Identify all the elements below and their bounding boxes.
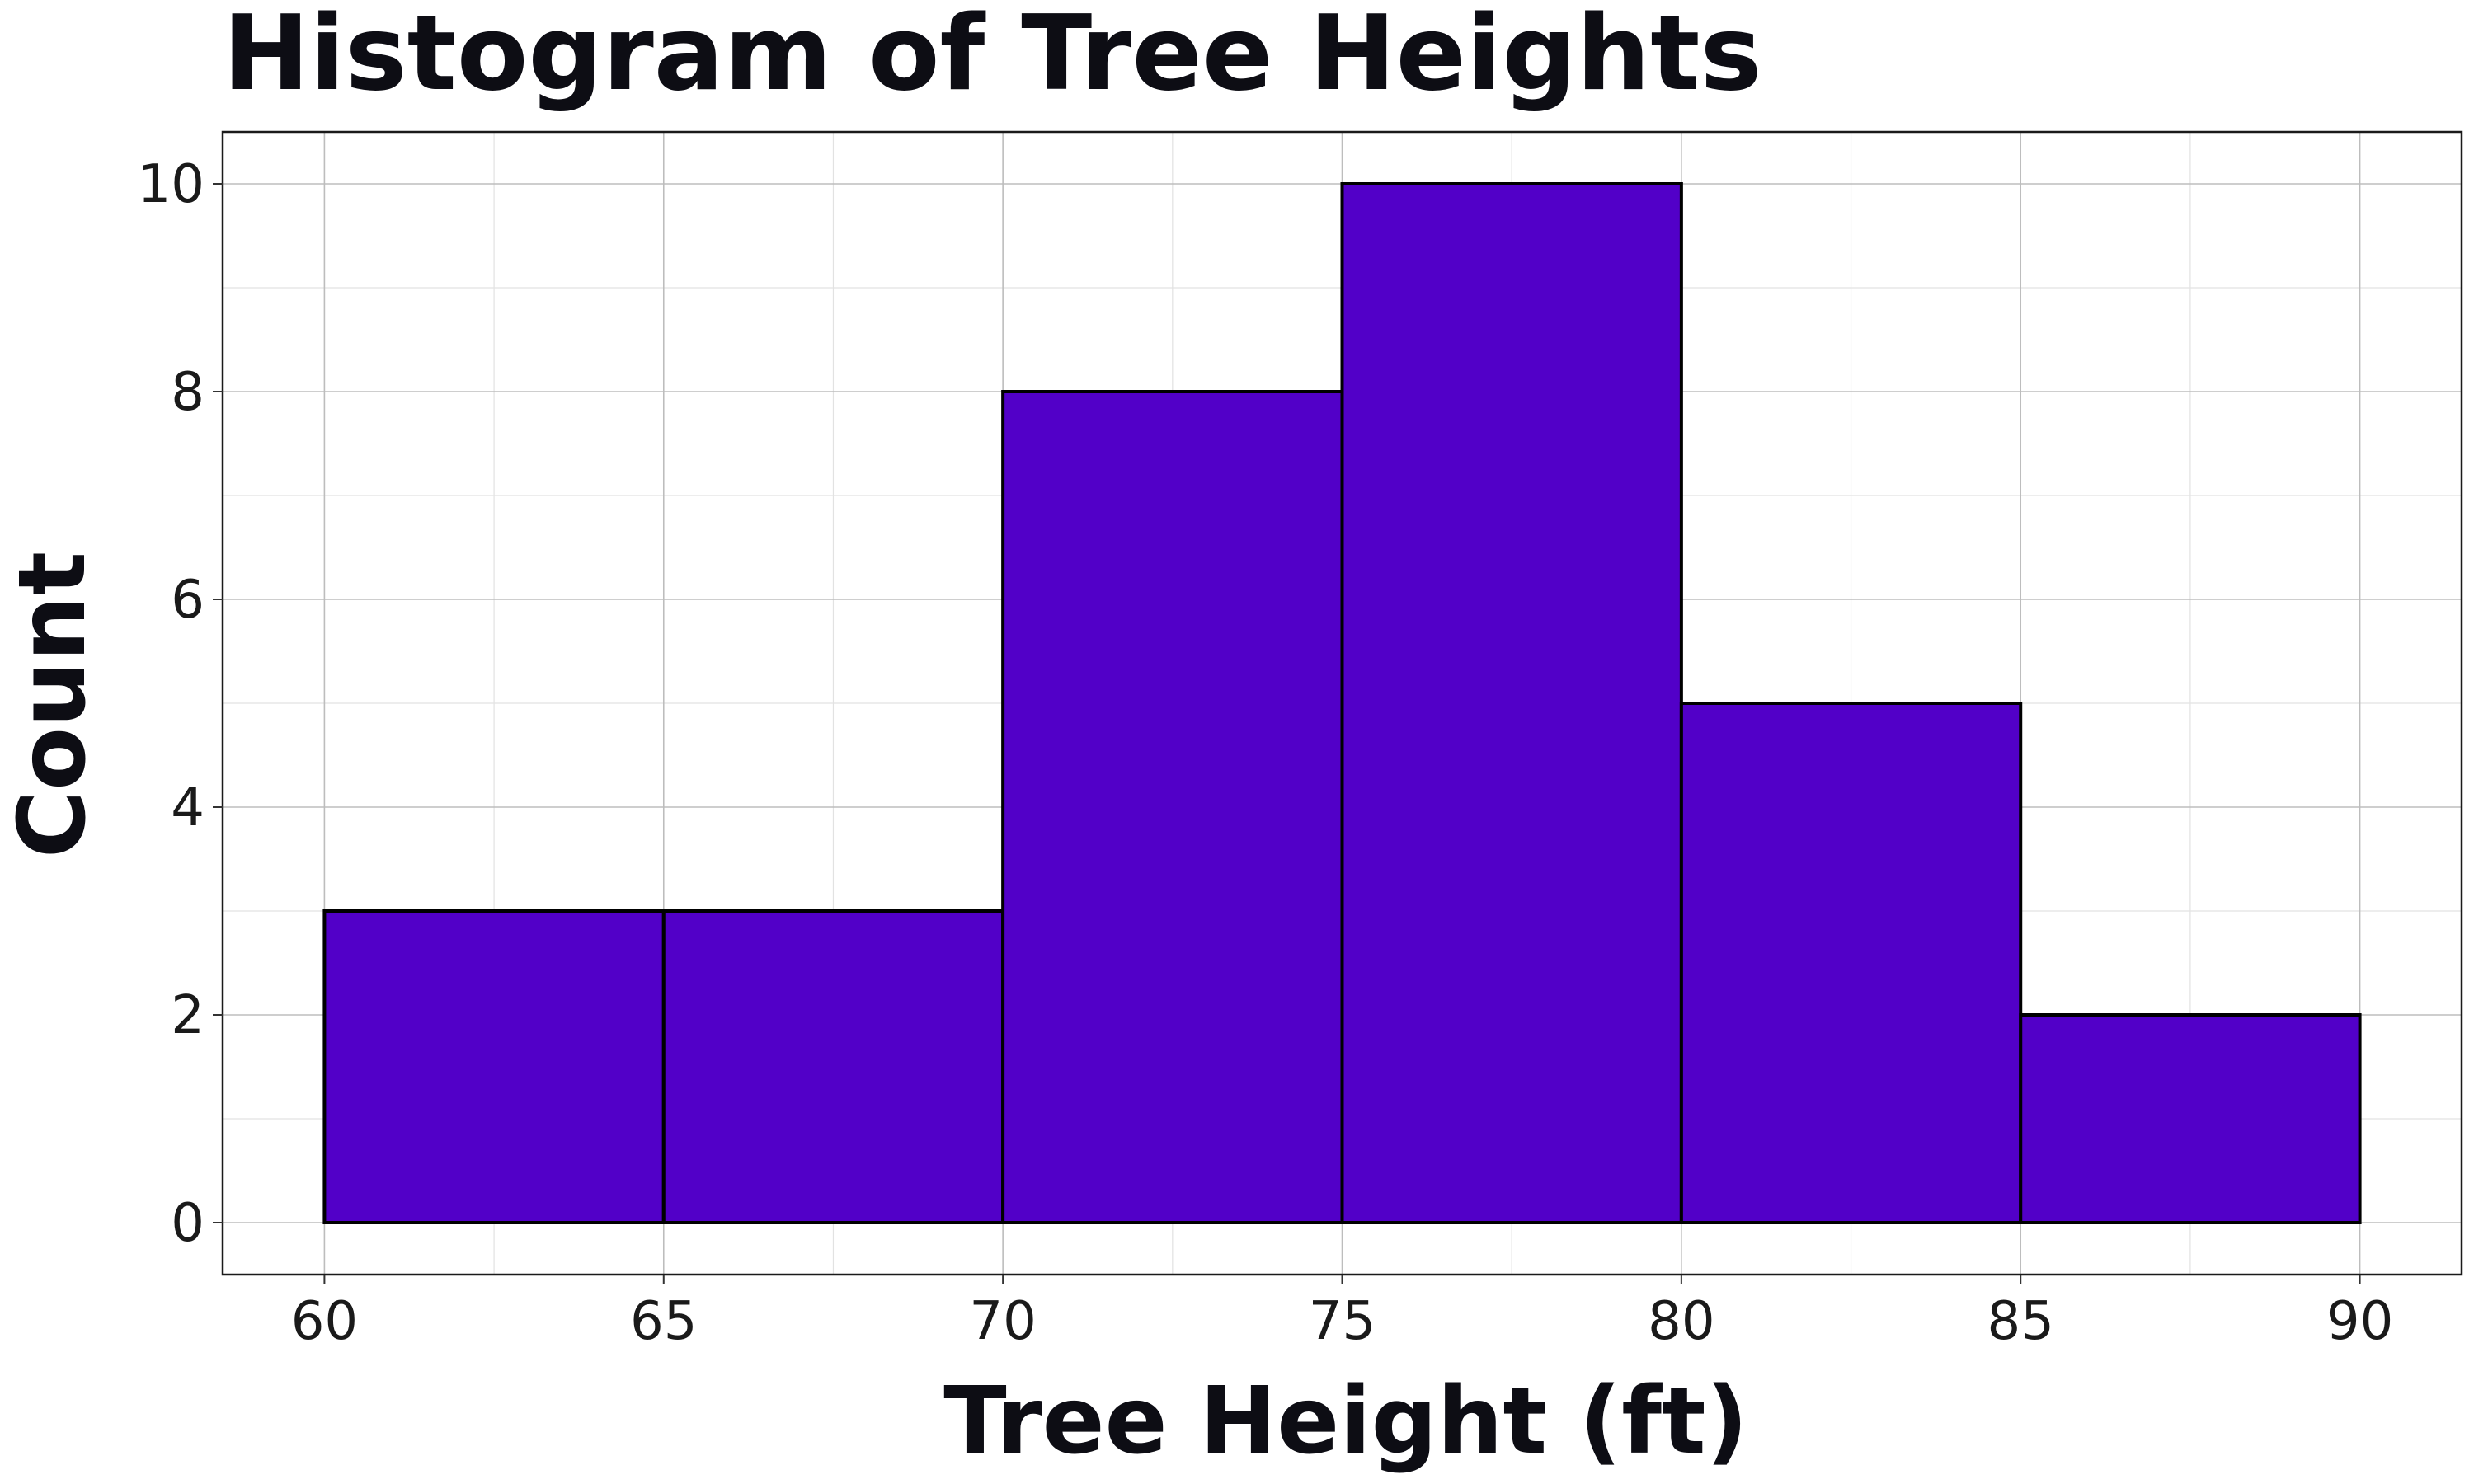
histogram-bar bbox=[1340, 182, 1683, 1224]
x-tick-label: 85 bbox=[1987, 1291, 2054, 1352]
x-tick-label: 60 bbox=[291, 1291, 358, 1352]
x-tick-label: 70 bbox=[969, 1291, 1036, 1352]
y-tick-label: 0 bbox=[171, 1193, 205, 1254]
x-tick-label: 65 bbox=[630, 1291, 697, 1352]
bars bbox=[322, 182, 2362, 1224]
y-tick-label: 6 bbox=[171, 570, 205, 631]
x-tick-label: 80 bbox=[1648, 1291, 1714, 1352]
y-tick-label: 2 bbox=[171, 985, 205, 1046]
x-tick-label: 90 bbox=[2326, 1291, 2393, 1352]
y-tick-label: 4 bbox=[171, 777, 205, 838]
histogram-bar bbox=[1001, 390, 1344, 1224]
x-axis-title: Tree Height (ft) bbox=[943, 1368, 1747, 1475]
y-tick-label: 8 bbox=[171, 362, 205, 423]
y-axis-ticks: 0 2 4 6 8 10 bbox=[138, 154, 223, 1254]
y-axis-title: Count bbox=[0, 552, 106, 858]
histogram-bar bbox=[661, 909, 1005, 1224]
y-tick-label: 10 bbox=[138, 154, 205, 215]
histogram-bar bbox=[2019, 1013, 2362, 1224]
x-axis-ticks: 60 65 70 75 80 85 90 bbox=[291, 1275, 2393, 1352]
chart-title: Histogram of Tree Heights bbox=[223, 0, 1761, 114]
histogram-bar bbox=[1679, 702, 2023, 1224]
histogram-bar bbox=[322, 909, 666, 1224]
x-tick-label: 75 bbox=[1309, 1291, 1376, 1352]
